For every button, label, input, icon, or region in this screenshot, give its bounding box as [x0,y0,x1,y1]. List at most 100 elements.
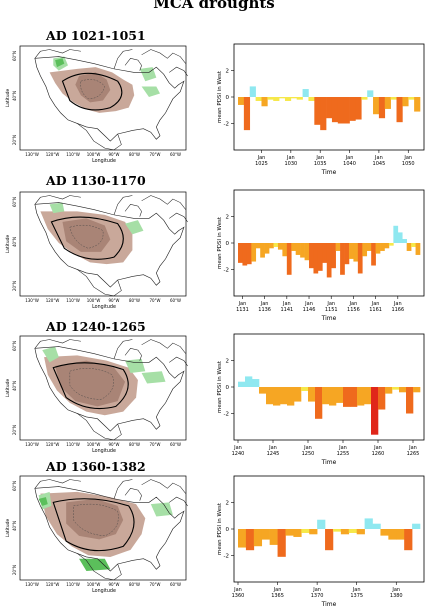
x-tick-label: 1136 [258,307,271,313]
map-y-tick-label: 40°N [12,381,17,391]
bar-1134 [255,243,261,249]
bar-1362 [253,529,263,547]
bar-1164 [388,243,394,246]
bar-1138 [273,243,279,247]
y-axis-label: mean PDSI in West [217,360,223,413]
map-y-tick-label: 20°N [12,135,17,145]
y-tick-label: -2 [224,268,229,274]
bar-1025 [261,97,268,107]
y-tick-label: 2 [226,359,230,365]
bar-1131 [242,243,248,266]
bar-1145 [304,243,310,261]
map-x-tick-label: 80°W [129,152,140,157]
map-x-tick-label: 110°W [66,442,80,447]
coastline [34,479,81,489]
map-y-tick-label: 20°N [12,281,17,291]
x-tick-label: 1265 [407,451,420,457]
bar-1136 [264,243,270,254]
pdsi-contour [80,79,106,100]
bar-1374 [348,529,357,533]
bar-1051 [414,97,421,112]
coastline [124,204,142,217]
pluvial-region [150,502,173,517]
coastline [34,346,185,432]
x-tick-label: 1255 [337,451,350,457]
y-axis-label: mean PDSI in West [217,502,223,555]
x-tick-label: 1260 [372,451,385,457]
bar-1039 [343,97,350,124]
bar-1364 [269,529,278,545]
bar-1265 [413,387,421,393]
bar-1248 [294,387,302,402]
x-tick-label: 1250 [302,451,315,457]
drought-region [62,218,111,252]
bar-1170 [415,243,421,255]
x-tick-label: Jan [282,301,291,307]
bar-1140 [282,243,288,257]
x-tick-label: Jan [268,445,277,451]
bar-1382 [412,523,421,529]
map-x-tick-label: 110°W [66,298,80,303]
map-y-tick-label: 40°N [12,91,17,101]
y-tick-label: 2 [226,69,230,75]
map-frame [19,191,187,297]
pluvial-region [42,346,59,363]
pluvial-region [55,58,65,68]
y-tick-label: -2 [224,554,229,560]
coastline [169,496,188,507]
bar-1040 [349,97,356,121]
map-area [34,479,188,581]
map-x-axis-label: Longitude [92,304,116,310]
panel-label-3: AD 1240-1265 [46,319,146,334]
bar-1256 [350,387,358,407]
coastline [34,195,81,205]
coastline [141,195,186,210]
x-tick-label: Jan [371,301,380,307]
bar-1048 [396,97,403,123]
coastline [77,269,122,297]
bar-1031 [296,97,303,100]
bar-1021 [238,97,245,105]
x-tick-label: 1166 [391,307,404,313]
bar-1161 [375,243,381,254]
bar-1361 [245,529,255,551]
bar-1024 [255,97,262,101]
bar-1244 [266,387,274,405]
map-area [34,339,188,441]
y-tick-label: 2 [226,215,230,221]
x-tick-label: 1360 [232,593,245,599]
coastline [169,356,188,367]
bar-1034 [314,97,321,125]
x-tick-label: 1030 [284,161,297,167]
map-x-tick-label: 100°W [87,298,101,303]
bar-1242 [252,379,260,387]
x-tick-label: 1380 [390,593,403,599]
map-y-tick-label: 20°N [12,425,17,435]
x-tick-label: Jan [303,445,312,451]
bar-1144 [300,243,305,258]
bar-1376 [364,518,373,529]
x-tick-label: Jan [273,587,282,593]
x-tick-label: Jan [286,155,295,161]
bar-1152 [335,243,341,251]
bar-1133 [251,243,257,262]
bar-1264 [406,387,414,414]
x-tick-label: Jan [393,301,402,307]
coastline [34,56,185,142]
map-y-tick-label: 40°N [12,521,17,531]
drought-region [66,498,124,540]
drought-map-1: 130°W 120°W 110°W 100°W 90°W 80°W 70°W 60°W Long… [5,45,188,164]
x-tick-label: Jan [408,445,417,451]
bar-1139 [277,243,283,250]
coastline [169,66,188,77]
map-y-tick-label: 20°N [12,565,17,575]
coastline [34,486,185,572]
x-tick-label: Jan [257,155,266,161]
x-tick-label: 1245 [267,451,280,457]
map-y-axis-label: Latitude [5,89,11,108]
bar-1026 [267,97,274,100]
map-x-tick-label: 100°W [87,442,101,447]
map-y-axis-label: Latitude [5,379,11,398]
bar-1159 [366,243,372,251]
